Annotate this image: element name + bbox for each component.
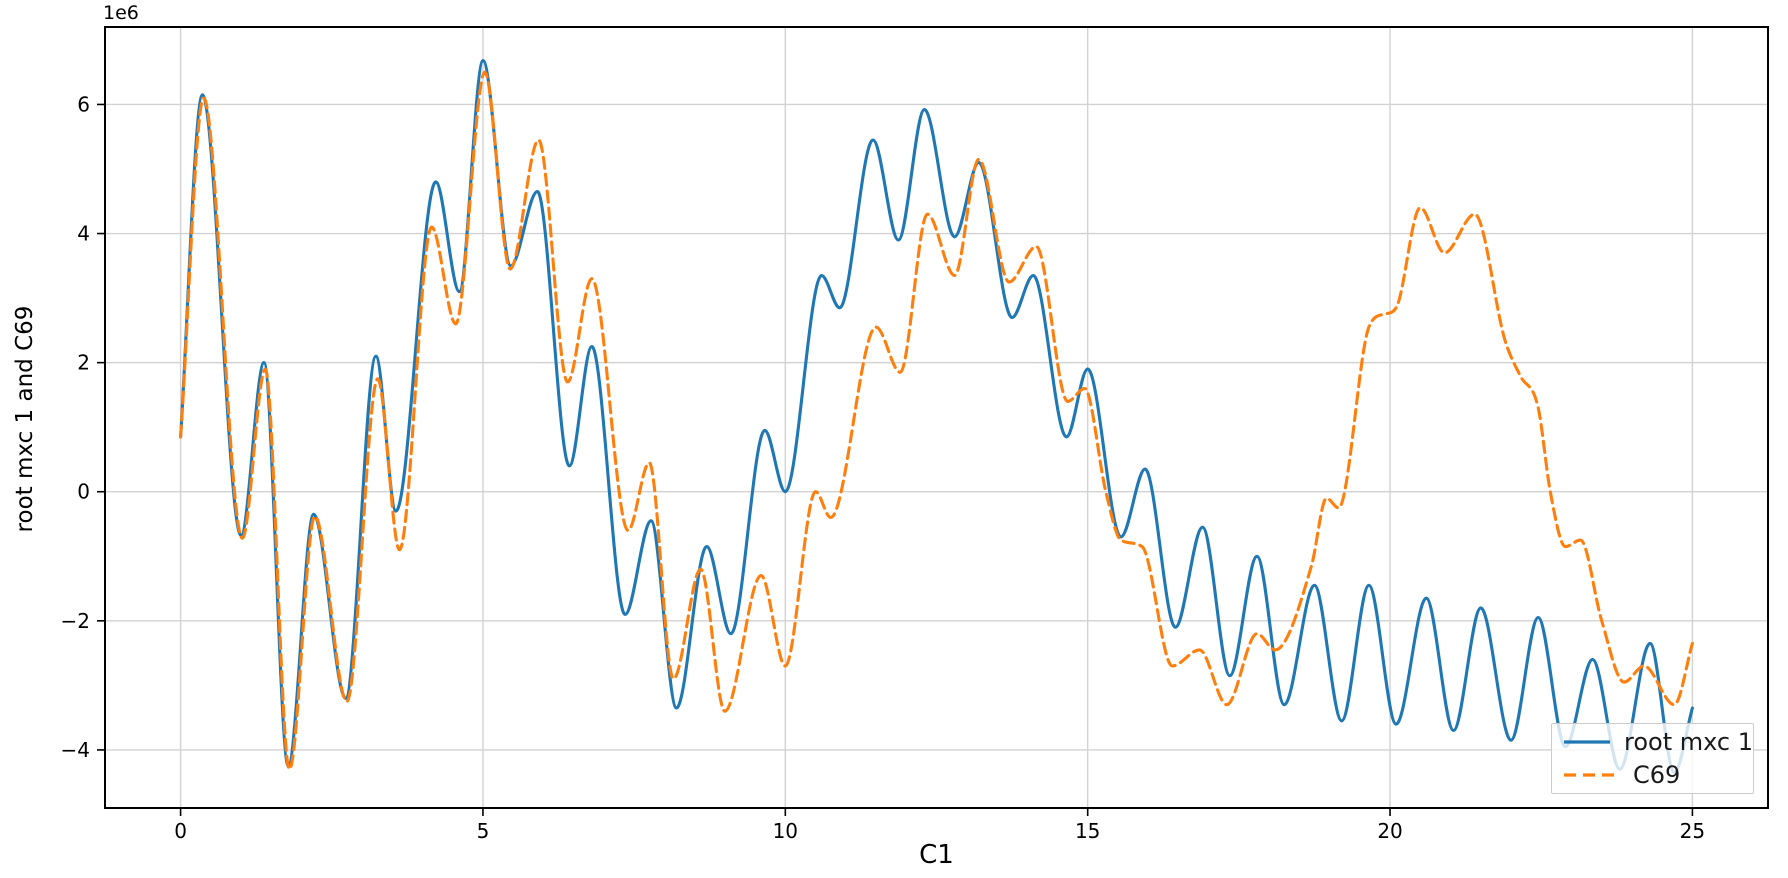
legend: root mxc 1 C69: [1551, 723, 1754, 794]
series-path-root-mxc-1: [179, 59, 1694, 775]
legend-line-sample-dashed: [1564, 773, 1618, 777]
legend-label-root-mxc-1: root mxc 1: [1624, 728, 1753, 757]
plot-spines: [104, 26, 1769, 809]
x-tick-label: 25: [1680, 819, 1705, 843]
y-axis-offset-label: 1e6: [103, 2, 139, 24]
series-path-c69: [179, 70, 1694, 771]
y-axis-label: root mxc 1 and C69: [12, 305, 38, 533]
y-tick-label: 6: [77, 92, 90, 116]
y-tick-label: 0: [77, 480, 90, 504]
x-tick-label: 15: [1075, 819, 1100, 843]
x-tick-label: 5: [477, 819, 490, 843]
y-tick-label: −4: [61, 738, 90, 762]
x-tick-label: 0: [174, 819, 187, 843]
y-tick-label: −2: [61, 609, 90, 633]
x-axis-label: C1: [919, 840, 954, 870]
legend-item-root-mxc-1: root mxc 1: [1563, 728, 1753, 756]
x-tick-label: 20: [1377, 819, 1402, 843]
legend-line-sample-solid: [1564, 740, 1610, 744]
legend-label-c69: C69: [1633, 760, 1681, 789]
y-tick-label: 2: [77, 351, 90, 375]
y-tick-label: 4: [77, 222, 90, 246]
legend-item-c69: C69: [1563, 761, 1753, 789]
x-tick-label: 10: [773, 819, 798, 843]
